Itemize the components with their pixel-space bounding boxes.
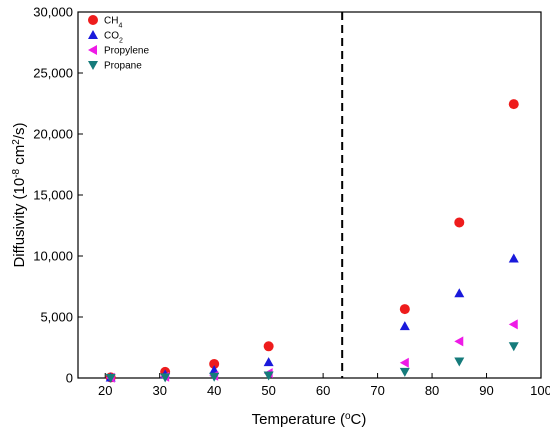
legend-label-1: CO2: [104, 31, 123, 45]
data-point-series-3: [160, 373, 171, 383]
legend-marker-2: [88, 45, 97, 55]
data-point-series-1: [263, 357, 274, 367]
data-point-series-1: [454, 288, 465, 298]
y-tick-label: 0: [66, 371, 73, 386]
x-tick-label: 70: [370, 383, 384, 398]
y-tick-label: 30,000: [33, 5, 73, 20]
legend-marker-0: [88, 15, 98, 25]
y-tick-label: 25,000: [33, 66, 73, 81]
legend-label-0: CH4: [104, 16, 122, 30]
y-tick-label: 15,000: [33, 188, 73, 203]
data-point-series-1: [399, 321, 410, 331]
x-axis-title: Temperature (oC): [252, 411, 367, 429]
data-point-series-1: [508, 253, 519, 263]
x-tick-label: 40: [207, 383, 221, 398]
x-tick-label: 80: [425, 383, 439, 398]
data-point-series-3: [209, 372, 220, 382]
data-point-series-0: [263, 341, 274, 352]
data-point-series-3: [263, 371, 274, 381]
plot-frame: [77, 11, 542, 379]
data-markers: [105, 99, 519, 383]
axis-ticks: 20 30 40 50 60 70 80 90 100 0 5,000 10,000 15,000 20,…: [33, 5, 550, 399]
y-tick-label: 5,000: [40, 310, 73, 325]
x-tick-label: 50: [261, 383, 275, 398]
legend-label-2: Propylene: [104, 46, 149, 57]
data-point-series-3: [399, 367, 410, 377]
data-point-series-2: [508, 319, 518, 330]
x-tick-label: 60: [316, 383, 330, 398]
y-axis-title: Diffusivity (10-8 cm2/s): [11, 122, 29, 267]
x-tick-label: 100: [530, 383, 550, 398]
x-tick-label: 30: [152, 383, 166, 398]
x-tick-label: 20: [98, 383, 112, 398]
data-point-series-3: [508, 342, 519, 352]
data-point-series-0: [209, 358, 220, 369]
y-tick-label: 10,000: [33, 249, 73, 264]
legend-marker-3: [88, 61, 98, 70]
data-point-series-2: [399, 357, 409, 368]
legend-marker-1: [88, 30, 98, 39]
data-point-series-3: [105, 373, 116, 383]
legend-label-3: Propane: [104, 61, 142, 72]
data-point-series-0: [508, 99, 519, 110]
data-point-series-0: [399, 304, 410, 315]
data-point-series-0: [454, 217, 465, 228]
data-point-series-3: [454, 357, 465, 367]
x-tick-label: 90: [479, 383, 493, 398]
y-tick-label: 20,000: [33, 127, 73, 142]
data-point-series-2: [454, 336, 464, 347]
